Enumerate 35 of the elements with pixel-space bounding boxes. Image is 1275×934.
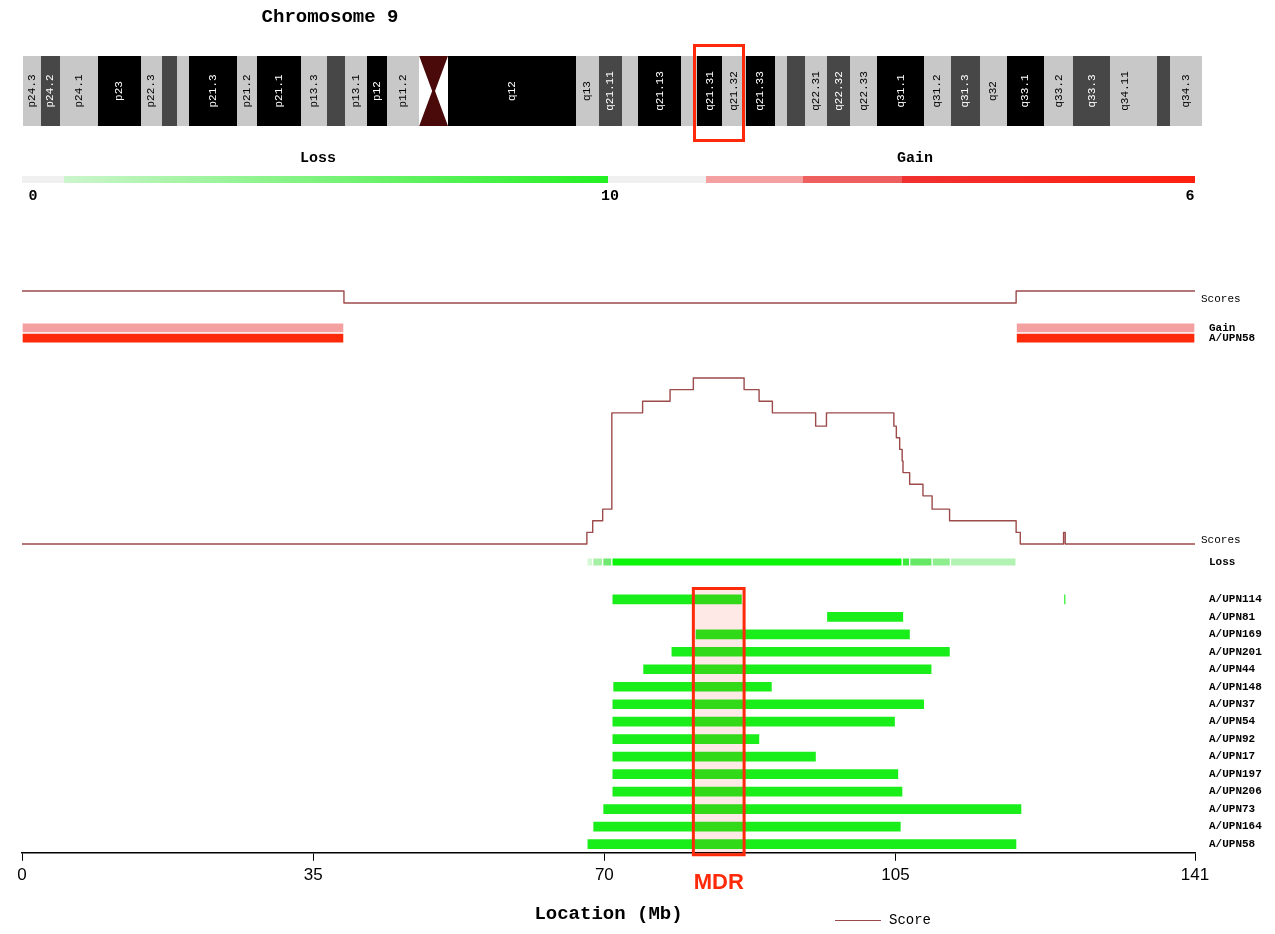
y-tick-label: A/UPN58	[1209, 837, 1256, 850]
y-tick-label: A/UPN17	[1209, 750, 1256, 763]
y-tick-label: A/UPN201	[1209, 645, 1263, 658]
y-tick-label: A/UPN81	[1209, 610, 1256, 623]
x-tick-label: 35	[303, 864, 323, 884]
legend-label: Score	[889, 912, 932, 928]
y-tick-label: A/UPN92	[1209, 732, 1256, 745]
y-tick-label: A/UPN44	[1209, 663, 1256, 676]
text: Loss	[299, 150, 337, 167]
y-tick-label: A/UPN58	[1209, 331, 1256, 344]
text: 10	[600, 188, 620, 205]
x-tick-label: 141	[1180, 864, 1210, 884]
y-tick-label: A/UPN164	[1209, 820, 1263, 833]
text: 6	[1185, 188, 1195, 205]
x-tick-label: 70	[594, 864, 614, 884]
y-tick-label: A/UPN206	[1209, 785, 1262, 798]
y-tick-label: Loss	[1209, 555, 1236, 568]
y-tick-label: A/UPN114	[1209, 593, 1263, 606]
y-tick-label: A/UPN169	[1209, 628, 1262, 641]
y-tick-label: A/UPN73	[1209, 802, 1256, 815]
x-tick-label: 105	[881, 864, 910, 884]
text: 0	[28, 188, 38, 205]
y-axis-title: Scores	[1201, 292, 1241, 305]
y-tick-label: Gain	[1209, 321, 1236, 334]
y-tick-label: A/UPN37	[1209, 697, 1256, 710]
y-tick-label: A/UPN148	[1209, 680, 1263, 693]
text: Chromosome 9	[260, 6, 400, 28]
x-tick-label: 0	[17, 864, 27, 884]
y-tick-label: A/UPN197	[1209, 767, 1262, 780]
chromosome-ideogram: p24.3 p24.2 p24.1 p23 p22.3 p21.3 p21.2 p21.1 p13.3 p13.1 p12 p11.2 q12 q13 q21.11 q21.13 q21.31 q21.32 q21.33 q22.31 q22.32 q22.33 q31.1 q31.2 q31.3 q32 q33.1 q33.2 q33.3 q34.11 q34.3	[22, 56, 1203, 126]
text: Gain	[896, 150, 934, 167]
x-axis-title: Location (Mb)	[534, 903, 683, 926]
band-label: MDR	[693, 868, 744, 894]
y-axis-title: Scores	[1201, 533, 1241, 546]
y-tick-label: A/UPN54	[1209, 715, 1256, 728]
